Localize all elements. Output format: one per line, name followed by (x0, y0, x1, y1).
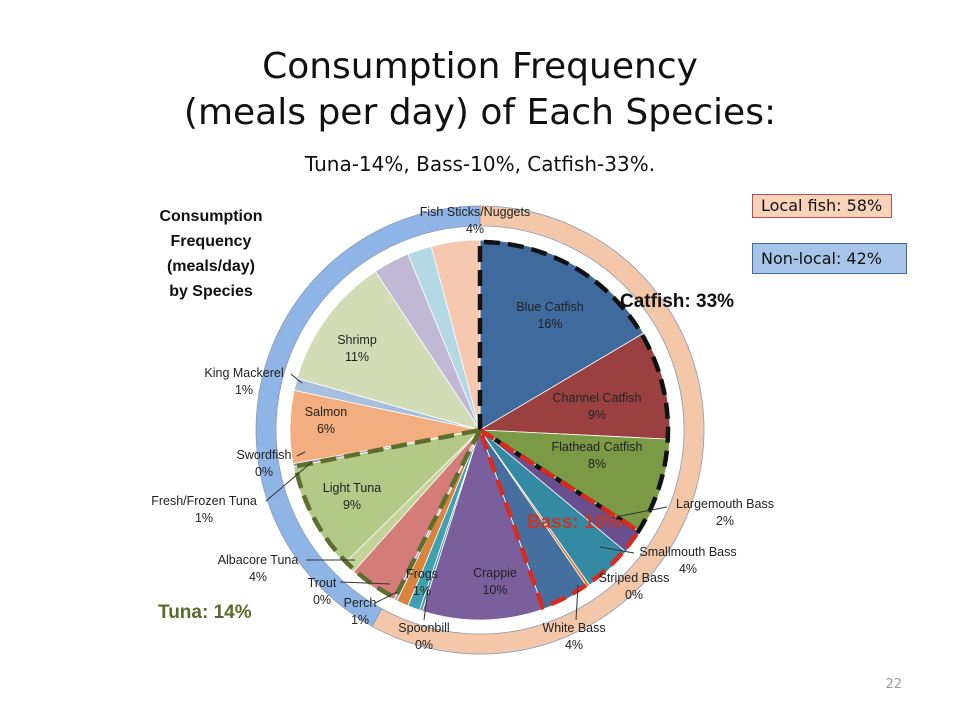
tuna-outline (292, 426, 485, 601)
leader-smallmouth-bass (599, 546, 635, 554)
chart-title-line1: Consumption (159, 208, 262, 225)
leader-perch (374, 591, 398, 604)
leader-fresh-frozen-tuna (265, 461, 313, 502)
group-outlines (292, 239, 671, 611)
ring-non-local (255, 205, 481, 627)
label-shrimp: Shrimp 11% (337, 333, 377, 364)
ring-local-fish (371, 205, 705, 655)
bass-outline (475, 424, 642, 611)
label-spoonbill: Spoonbill 0% (398, 621, 449, 652)
leader-largemouth-bass (609, 506, 668, 519)
label-largemouth-bass: Largemouth Bass 2% (676, 497, 774, 528)
leader-white-bass (575, 584, 579, 621)
chart-title-line4: by Species (169, 283, 253, 300)
label-perch: Perch 1% (344, 596, 377, 627)
slide-title-line1: Consumption Frequency (262, 46, 698, 87)
slide-subtitle: Tuna-14%, Bass-10%, Catfish-33%. (304, 152, 656, 176)
label-king-mackerel: King Mackerel 1% (204, 366, 283, 397)
label-fresh-frozen-tuna: Fresh/Frozen Tuna 1% (151, 494, 257, 525)
label-swordfish: Swordfish 0% (237, 448, 292, 479)
label-fish-sticks: Fish Sticks/Nuggets 4% (420, 205, 530, 236)
slice-fish-sticks-nuggets (430, 239, 481, 431)
tuna-group-label: Tuna: 14% (158, 602, 252, 623)
label-blue-catfish: Blue Catfish 16% (516, 300, 583, 331)
leader-spoonbill (423, 589, 429, 621)
slice-shrimp (296, 270, 481, 431)
label-albacore-tuna: Albacore Tuna 4% (218, 553, 299, 584)
chart-title-line3: (meals/day) (167, 258, 255, 275)
bass-group-label: Bass: 10% (527, 512, 622, 533)
label-white-bass: White Bass 4% (542, 621, 605, 652)
catfish-outline (477, 239, 671, 535)
label-striped-bass: Striped Bass 0% (599, 571, 670, 602)
local-fish-box: Local fish: 58% (752, 194, 892, 218)
chart-title-line2: Frequency (171, 233, 252, 250)
slide-title: Consumption Frequency (meals per day) of… (0, 44, 960, 136)
label-light-tuna: Light Tuna 9% (323, 481, 381, 512)
catfish-group-label: Catfish: 33% (620, 291, 734, 312)
slice-crappie (421, 428, 544, 621)
pie-slices (289, 239, 671, 621)
label-crappie: Crappie 10% (473, 566, 517, 597)
outer-ring (255, 205, 705, 655)
slide-title-line2: (meals per day) of Each Species: (183, 92, 777, 133)
slice-labels: Blue Catfish 16% Channel Catfish 9% Flathead… (151, 205, 774, 652)
leader-swordfish (296, 451, 306, 457)
label-channel-catfish: Channel Catfish 9% (553, 391, 642, 422)
label-flathead-catfish: Flathead Catfish 8% (551, 440, 642, 471)
page-number: 22 (885, 677, 902, 692)
leader-lines (265, 373, 668, 621)
label-trout: Trout 0% (308, 576, 337, 607)
label-salmon: Salmon 6% (305, 405, 347, 436)
label-frogs: Frogs 1% (406, 567, 438, 598)
label-smallmouth-bass: Smallmouth Bass 4% (639, 545, 736, 576)
nonlocal-fish-box: Non-local: 42% (752, 243, 907, 274)
leader-trout (339, 581, 391, 585)
leader-king-mackerel (290, 373, 303, 384)
